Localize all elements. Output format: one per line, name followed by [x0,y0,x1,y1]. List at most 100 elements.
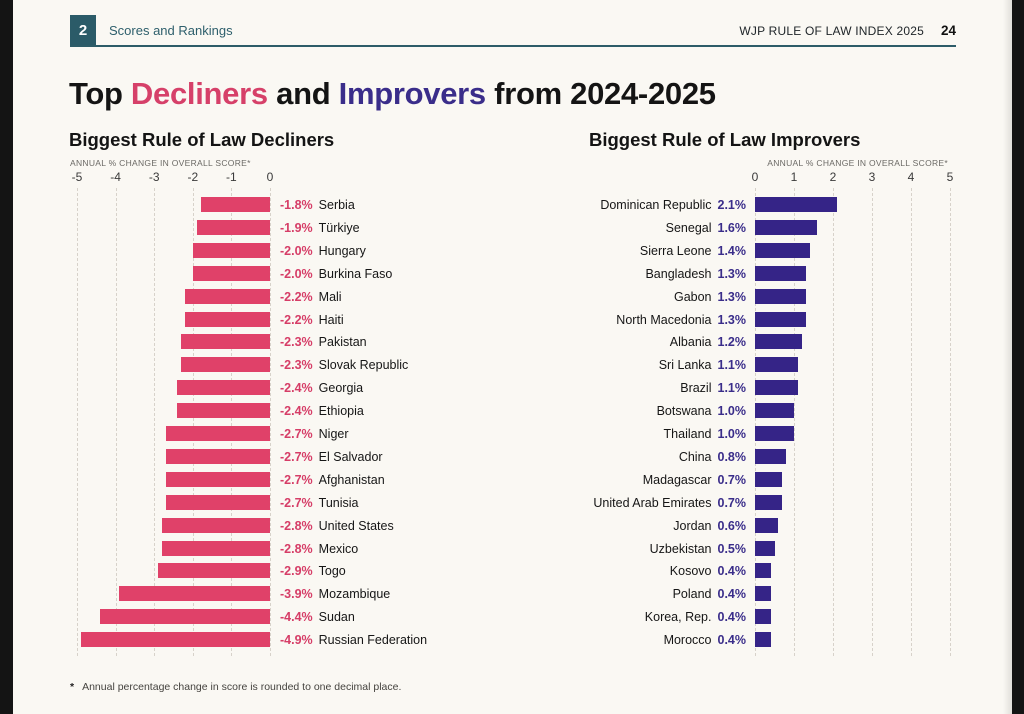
bar-row: Kosovo 0.4% [13,563,1012,579]
bar-georgia [177,380,270,396]
row-label: Madagascar 0.7% [433,472,746,488]
country-label: Madagascar [642,472,712,487]
value-label: 2.1% [717,198,747,212]
bar-row: -2.3% Slovak Republic [13,357,1012,373]
value-label: -2.7% [280,427,313,441]
bar-madagascar [755,471,783,487]
row-label: Sierra Leone 1.4% [433,243,746,259]
bar-niger [165,426,270,441]
value-label: 0.4% [717,633,747,648]
improvers-axis-label: ANNUAL % CHANGE IN OVERALL SCORE* [767,158,948,168]
bar-morocco [755,632,771,648]
bar-afghanistan [165,471,270,487]
bar-uzbekistan [755,540,775,556]
page-number: 24 [940,23,956,38]
bar-jordan [755,517,779,533]
row-label: Dominican Republic 2.1% [433,197,746,213]
row-label: -1.9% Türkiye [280,220,360,236]
country-label: Serbia [318,198,355,212]
bar-row: -2.7% El Salvador [13,448,1012,465]
gridline [154,188,156,656]
row-label: China 0.8% [433,449,746,465]
bar-haiti [185,311,270,327]
value-label: -2.3% [280,335,313,350]
country-label: North Macedonia [616,312,712,327]
bar-united-arab-emirates [755,494,783,510]
row-label: -4.4% Sudan [280,609,355,625]
bar-serbia [200,197,270,212]
bar-thailand [755,426,794,441]
row-label: -2.7% Afghanistan [280,472,385,488]
gridline [872,188,873,656]
row-label: Kosovo 0.4% [433,563,746,579]
footnote-asterisk: * [70,681,75,693]
bar-hungary [192,242,270,258]
value-label: 0.4% [717,587,747,602]
row-label: United Arab Emirates 0.7% [433,495,746,511]
bar-row: Bangladesh 1.3% [13,265,1012,282]
axis-tick-label: -2 [187,170,199,184]
row-label: -1.8% Serbia [280,197,355,213]
bar-row: -2.0% Hungary [13,242,1012,259]
bar-row: United Arab Emirates 0.7% [13,494,1012,511]
row-label: -2.3% Slovak Republic [280,357,408,373]
row-label: Morocco 0.4% [433,632,746,648]
bar-row: Morocco 0.4% [13,632,1012,648]
row-label: -2.4% Georgia [280,380,363,396]
bar-row: -2.2% Haiti [13,311,1012,328]
axis-tick-label: 0 [751,170,759,184]
bar-mozambique [119,586,270,602]
row-label: -4.9% Russian Federation [280,632,427,648]
value-label: -2.9% [280,564,313,579]
decliners-axis-label: ANNUAL % CHANGE IN OVERALL SCORE* [70,158,251,168]
row-label: -2.0% Burkina Faso [280,266,392,282]
bar-brazil [755,380,798,396]
row-label: -2.0% Hungary [280,243,366,259]
bar-ethiopia [177,403,270,419]
country-label: Ethiopia [318,404,364,419]
bar-north-macedonia [755,311,806,327]
country-label: Brazil [680,381,712,396]
country-label: Sri Lanka [658,358,712,373]
bar-row: -2.4% Georgia [13,380,1012,396]
bar-row: Madagascar 0.7% [13,471,1012,488]
report-title: WJP RULE OF LAW INDEX 2025 [739,24,924,38]
country-label: Kosovo [669,564,712,579]
country-label: Uzbekistan [649,541,712,556]
axis-tick-label: 5 [946,170,954,184]
gridline [794,188,795,656]
value-label: -2.4% [280,404,313,419]
value-label: 1.1% [717,381,747,396]
bar-row: -4.9% Russian Federation [13,632,1012,648]
country-label: Sudan [318,610,355,625]
bar-row: Brazil 1.1% [13,380,1012,396]
bar-row: Korea, Rep. 0.4% [13,609,1012,625]
bar-russian-federation [80,632,270,648]
bar-sri-lanka [755,357,798,373]
bar-senegal [755,219,818,235]
value-label: 0.4% [717,564,747,579]
row-label: Gabon 1.3% [433,289,746,305]
value-label: -2.0% [280,243,313,258]
value-label: -2.8% [280,541,313,556]
bar-mali [185,288,270,304]
value-label: -2.2% [280,289,313,304]
bar-togo [158,563,270,579]
axis-tick-label: 0 [266,170,274,184]
bar-t-rkiye [196,219,270,235]
page-title-part-1: Decliners [130,76,268,111]
bar-korea-rep- [755,609,771,625]
country-label: United States [318,518,394,533]
country-label: Albania [669,335,712,350]
country-label: Russian Federation [318,633,428,648]
bar-row: -2.3% Pakistan [13,334,1012,350]
row-label: -2.8% United States [280,518,394,534]
value-label: -4.4% [280,610,313,625]
gridline [755,188,756,656]
axis-tick-label: 2 [829,170,837,184]
value-label: -2.7% [280,472,313,487]
country-label: Niger [318,427,349,441]
row-label: Jordan 0.6% [433,518,746,534]
country-label: Gabon [673,289,712,304]
country-label: Botswana [656,404,712,419]
